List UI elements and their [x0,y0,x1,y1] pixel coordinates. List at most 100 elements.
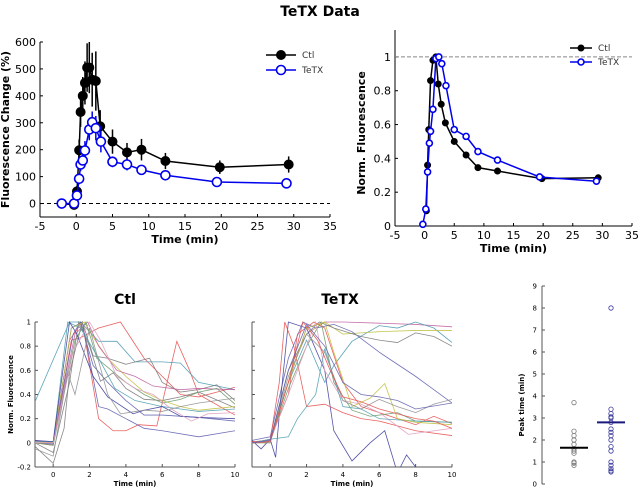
y-tick-label: 0 [533,481,537,489]
x-tick-label: 0 [268,471,272,479]
trace-line [252,321,452,444]
y-axis-title: Norm. Fluorescence [355,71,368,195]
y-tick-label: 0.4 [20,391,32,399]
y-tick-label: 0.6 [374,119,392,132]
data-point [136,144,147,155]
x-tick-label: 30 [595,229,609,242]
data-point [474,147,482,156]
series-ctl [422,53,602,215]
trace-line [35,321,235,444]
x-tick-label: -5 [35,220,46,233]
peak-time-point [571,462,577,468]
data-point [494,167,502,175]
peak-time-point [608,414,614,420]
x-tick-label: 15 [178,220,192,233]
legend-marker [276,50,286,60]
y-tick-label: 8 [533,305,537,313]
trace-line [35,321,235,454]
x-tick-label: -5 [390,229,401,242]
y-tick-label: -0.2 [17,464,31,472]
y-tick-label: 5 [533,371,537,379]
data-point [450,125,459,134]
data-point [107,136,118,147]
tetx-traces-chart: 0 2 4 6 8 10 Time (min) [251,321,456,488]
peak-time-point [571,437,577,443]
series-line [425,55,599,211]
data-point [474,164,482,172]
y-tick-label: 0.2 [20,415,31,423]
peak-time-point [608,437,614,443]
x-tick-label: 20 [214,220,228,233]
data-point [462,132,470,141]
peak-time-point [571,432,577,439]
trace-line [252,321,452,441]
data-point [427,77,435,85]
peak-time-point [608,459,614,465]
ctl-traces-chart: 0 2 4 6 8 10 Time (min) -0.2 0 0.2 0.4 0.6 0.8 1 Norm.… [7,319,239,489]
peak-time-point [608,406,614,412]
legend-marker [577,58,585,66]
peak-time-point [608,305,614,311]
y-tick-label: 1 [27,319,31,327]
data-point [160,156,171,166]
data-point [442,81,450,90]
legend-item-tetx: TeTX [570,58,619,68]
data-point [441,119,449,127]
series-line [422,55,597,225]
data-point [56,198,68,209]
peak-time-point [608,468,614,474]
traces-group [252,321,452,467]
x-tick-label: 2 [304,471,308,479]
trace-line [35,321,235,443]
data-point [75,107,86,117]
series-tetx [56,111,292,209]
trace-line [252,321,452,444]
x-tick-label: 0 [73,220,80,233]
y-tick-label: 1 [384,51,391,64]
y-tick-label: 0.2 [374,186,392,199]
y-tick-label: 0.6 [20,367,32,375]
x-axis-title: Time (min) [114,480,157,488]
data-point [425,139,434,147]
data-point [283,159,294,170]
y-tick-label: 7 [533,327,537,335]
y-tick-label: 0.8 [20,343,31,351]
x-tick-label: 25 [566,229,580,242]
data-point [71,190,83,201]
y-axis-title: Peak time (min) [518,374,526,437]
data-point [435,53,443,61]
x-tick-label: 35 [323,220,337,233]
x-tick-label: 10 [231,471,240,479]
data-point [214,162,225,173]
peak-time-point [608,448,614,454]
series-tetx [419,53,601,229]
data-point [121,159,133,170]
y-tick-label: 9 [533,283,537,291]
trace-line [252,348,452,444]
x-tick-label: 6 [377,471,382,479]
y-tick-label: 600 [15,36,36,49]
data-point [592,177,601,185]
legend-item-ctl: Ctl [266,50,314,61]
trace-line [35,327,235,457]
data-point [84,62,95,73]
data-point [423,168,432,176]
legend-item-ctl: Ctl [570,44,610,54]
y-tick-label: 300 [15,117,36,130]
data-point [211,176,223,188]
data-point [429,105,437,114]
peak-time-point [571,448,577,454]
y-axis-title: Fluorescence Change (%) [0,51,12,208]
y-tick-label: 1 [533,459,537,467]
legend-label: Ctl [302,51,314,61]
y-tick-label: 0.8 [374,85,392,98]
x-tick-label: 35 [625,229,639,242]
peak-time-point [608,410,614,417]
traces-group [35,321,235,465]
x-tick-label: 20 [536,229,550,242]
x-tick-label: 15 [507,229,521,242]
legend-label: Ctl [598,44,610,54]
x-tick-label: 6 [160,471,165,479]
x-axis-title: Time (min) [331,480,374,488]
